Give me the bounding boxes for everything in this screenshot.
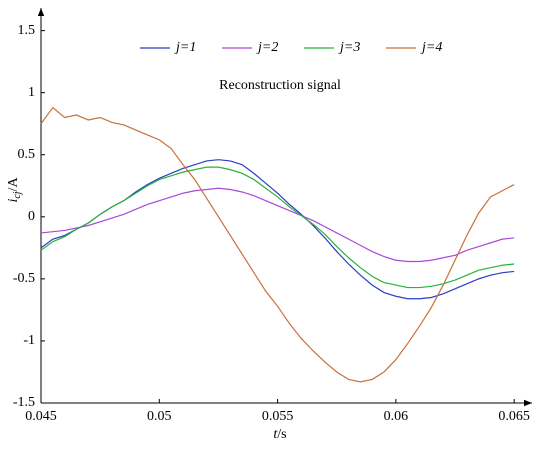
series-line: [40, 187, 515, 263]
series-line: [40, 166, 515, 289]
x-tick-label: 0.055: [262, 409, 294, 424]
legend-label: j=4: [420, 40, 442, 55]
y-tick-label: -1.5: [13, 395, 35, 410]
x-label-symbol: t: [273, 427, 278, 442]
legend-label: j=1: [174, 40, 196, 55]
x-tick-label: 0.045: [25, 409, 57, 424]
annotation: Reconstruction signal: [219, 78, 341, 93]
y-label-subscript: cj: [12, 191, 23, 198]
y-label-symbol: i: [6, 199, 21, 203]
x-tick-label: 0.05: [147, 409, 172, 424]
series-line: [40, 106, 515, 383]
x-axis-label: t/s: [273, 427, 286, 442]
x-tick-label: 0.065: [498, 409, 530, 424]
legend-label: j=2: [256, 40, 278, 55]
y-tick-label: 0.5: [18, 147, 36, 162]
series-line: [40, 159, 515, 300]
x-label-unit: /s: [277, 427, 286, 442]
y-tick-label: -0.5: [13, 271, 35, 286]
y-tick-label: 0: [28, 209, 35, 224]
legend-label: j=3: [338, 40, 360, 55]
y-axis-label: icj/A: [6, 177, 23, 203]
y-tick-label: -1: [23, 333, 35, 348]
y-label-unit: /A: [6, 177, 21, 192]
x-tick-label: 0.06: [384, 409, 409, 424]
y-tick-label: 1: [28, 85, 35, 100]
y-tick-label: 1.5: [18, 23, 36, 38]
